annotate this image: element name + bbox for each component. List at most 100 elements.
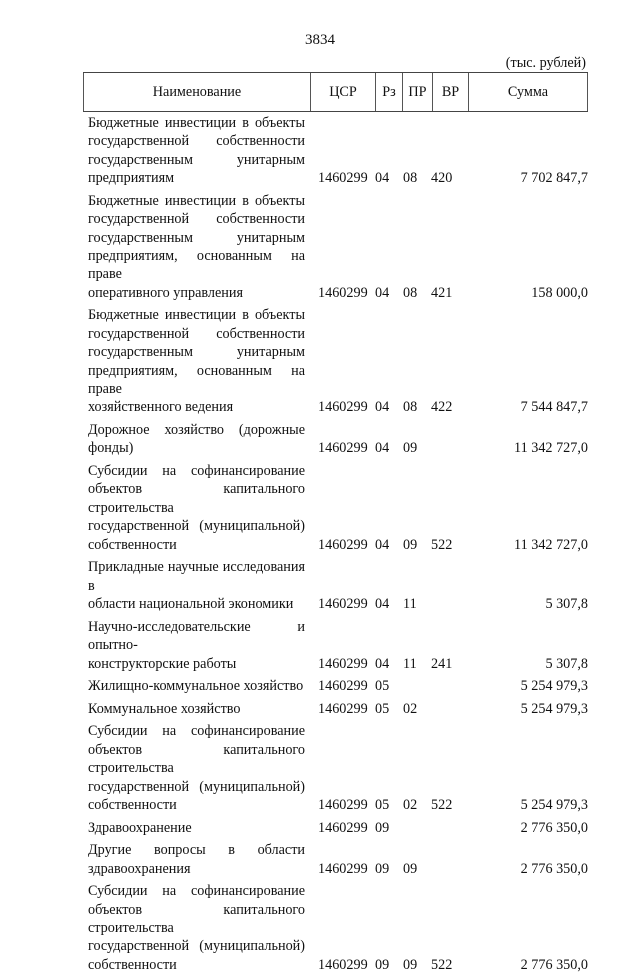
- row-name-line: Дорожное хозяйство (дорожные: [88, 422, 305, 439]
- header-csr: ЦСР: [310, 73, 375, 111]
- row-name-line: предприятиям, основанным на праве: [88, 248, 305, 283]
- row-sum: 7 702 847,7: [520, 170, 588, 187]
- row-name: Прикладные научные исследования в области…: [88, 558, 305, 613]
- row-name-line: Другие вопросы в области: [88, 842, 305, 859]
- row-csr: 1460299: [318, 956, 368, 973]
- row-name-line: государственным унитарным: [88, 344, 305, 361]
- row-csr: 1460299: [318, 170, 368, 187]
- row-name: Жилищно-коммунальное хозяйство: [88, 677, 305, 695]
- row-sum: 5 307,8: [545, 596, 588, 613]
- row-name: Дорожное хозяйство (дорожные фонды): [88, 421, 305, 458]
- row-sum: 11 342 727,0: [514, 536, 588, 553]
- row-name: Бюджетные инвестиции в объекты государств…: [88, 192, 305, 302]
- row-vr: 421: [431, 284, 453, 301]
- row-rz: 09: [375, 956, 390, 973]
- row-name-line: объектов капитального строительства: [88, 481, 305, 516]
- row-rz: 04: [375, 170, 390, 187]
- row-csr: 1460299: [318, 819, 368, 836]
- row-name-line: хозяйственного ведения: [88, 399, 234, 416]
- row-name-line: конструкторские работы: [88, 655, 237, 672]
- row-csr: 1460299: [318, 678, 368, 695]
- row-csr: 1460299: [318, 440, 368, 457]
- row-name-line: государственной (муниципальной): [88, 778, 305, 795]
- row-name-line: фонды): [88, 440, 134, 457]
- row-name-line: Субсидии на софинансирование: [88, 883, 305, 900]
- table-row: Бюджетные инвестиции в объекты государств…: [88, 306, 588, 421]
- row-csr: 1460299: [318, 655, 368, 672]
- table-row: Субсидии на софинансирование объектов кап…: [88, 722, 588, 818]
- header-sum: Сумма: [468, 73, 588, 111]
- row-pr: 02: [403, 796, 418, 813]
- row-rz: 09: [375, 819, 390, 836]
- row-sum: 2 776 350,0: [520, 860, 588, 877]
- row-name: Субсидии на софинансирование объектов кап…: [88, 882, 305, 974]
- table-row: Бюджетные инвестиции в объекты государств…: [88, 114, 588, 192]
- row-name-line: Субсидии на софинансирование: [88, 723, 305, 740]
- row-rz: 05: [375, 700, 390, 717]
- row-sum: 5 254 979,3: [520, 796, 588, 813]
- row-vr: 420: [431, 170, 453, 187]
- row-rz: 04: [375, 284, 390, 301]
- row-csr: 1460299: [318, 399, 368, 416]
- row-vr: 522: [431, 796, 453, 813]
- table-row: Жилищно-коммунальное хозяйство 1460299 05 5…: [88, 677, 588, 700]
- row-name: Бюджетные инвестиции в объекты государств…: [88, 114, 305, 188]
- row-pr: 11: [403, 596, 417, 613]
- row-rz: 04: [375, 440, 390, 457]
- row-vr: 522: [431, 536, 453, 553]
- row-name-line: государственной собственности: [88, 325, 305, 342]
- row-csr: 1460299: [318, 536, 368, 553]
- row-name: Научно-исследовательские и опытно-констр…: [88, 618, 305, 673]
- row-name: Бюджетные инвестиции в объекты государств…: [88, 306, 305, 416]
- row-name: Другие вопросы в области здравоохранения: [88, 841, 305, 878]
- table-row: Субсидии на софинансирование объектов кап…: [88, 462, 588, 558]
- row-rz: 09: [375, 860, 390, 877]
- row-name-line: предприятиям: [88, 170, 175, 187]
- page-number: 3834: [305, 32, 335, 48]
- header-pr: ПР: [402, 73, 432, 111]
- row-sum: 158 000,0: [531, 284, 588, 301]
- row-rz: 05: [375, 796, 390, 813]
- row-sum: 5 307,8: [545, 655, 588, 672]
- row-pr: 09: [403, 860, 418, 877]
- table-row: Здравоохранение 1460299 09 2 776 350,0: [88, 819, 588, 842]
- row-name-line: Здравоохранение: [88, 819, 192, 836]
- row-name-line: Бюджетные инвестиции в объекты: [88, 115, 305, 131]
- row-vr: 522: [431, 956, 453, 973]
- row-name-line: собственности: [88, 796, 177, 813]
- row-csr: 1460299: [318, 596, 368, 613]
- row-name-line: государственной (муниципальной): [88, 518, 305, 535]
- table-row: Научно-исследовательские и опытно-констр…: [88, 618, 588, 677]
- row-pr: 11: [403, 655, 417, 672]
- row-sum: 7 544 847,7: [520, 399, 588, 416]
- table-row: Коммунальное хозяйство 1460299 05 02 5 254 9…: [88, 700, 588, 723]
- row-rz: 04: [375, 655, 390, 672]
- row-sum: 11 342 727,0: [514, 440, 588, 457]
- units-label: (тыс. рублей): [505, 55, 586, 71]
- row-csr: 1460299: [318, 796, 368, 813]
- row-sum: 2 776 350,0: [520, 956, 588, 973]
- row-pr: 02: [403, 700, 418, 717]
- row-pr: 09: [403, 440, 418, 457]
- table-row: Субсидии на софинансирование объектов кап…: [88, 882, 588, 978]
- row-vr: 422: [431, 399, 453, 416]
- row-name-line: Субсидии на софинансирование: [88, 463, 305, 480]
- row-name-line: оперативного управления: [88, 284, 243, 301]
- row-name-line: объектов капитального строительства: [88, 901, 305, 936]
- row-name: Здравоохранение: [88, 819, 305, 837]
- row-name-line: области национальной экономики: [88, 596, 294, 613]
- table-row: Дорожное хозяйство (дорожные фонды) 146029…: [88, 421, 588, 462]
- row-pr: 09: [403, 536, 418, 553]
- row-name-line: собственности: [88, 536, 177, 553]
- row-pr: 08: [403, 170, 418, 187]
- row-name-line: Прикладные научные исследования в: [88, 559, 305, 594]
- table-header: Наименование ЦСР Рз ПР ВР Сумма: [83, 72, 588, 112]
- row-rz: 04: [375, 399, 390, 416]
- row-name-line: объектов капитального строительства: [88, 741, 305, 777]
- row-name-line: государственной собственности: [88, 133, 305, 150]
- row-name-line: Бюджетные инвестиции в объекты: [88, 192, 305, 209]
- row-vr: 241: [431, 655, 453, 672]
- row-sum: 5 254 979,3: [520, 700, 588, 717]
- row-name-line: собственности: [88, 956, 177, 973]
- table-row: Другие вопросы в области здравоохранения 1…: [88, 841, 588, 882]
